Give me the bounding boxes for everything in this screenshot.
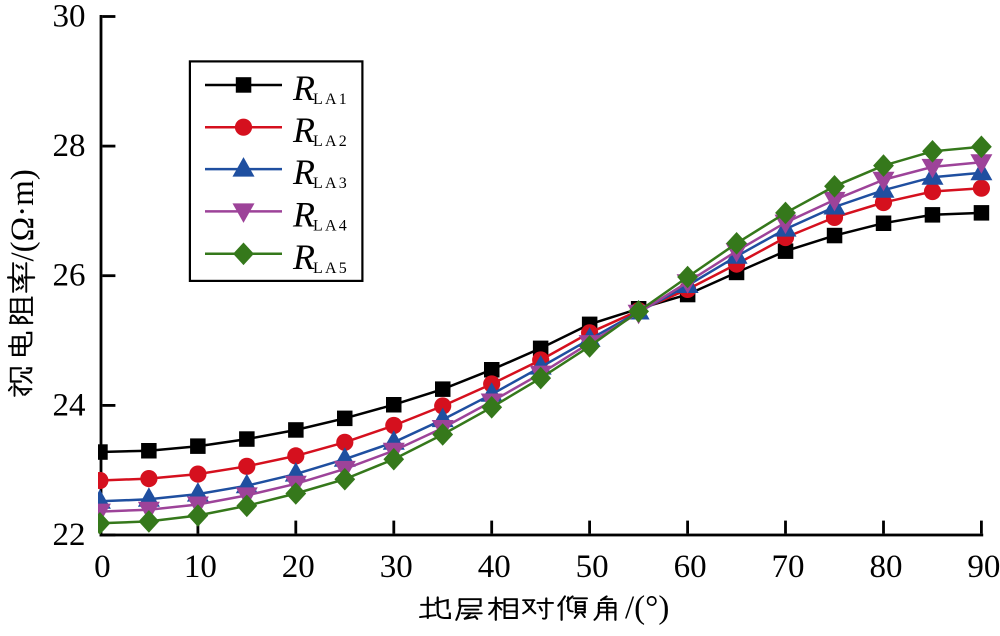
svg-text:10: 10 [184,549,217,585]
svg-text:LA3: LA3 [313,175,349,192]
svg-text:/(Ω·m): /(Ω·m) [5,169,41,261]
svg-text:0: 0 [94,549,111,585]
svg-text:50: 50 [576,549,609,585]
svg-text:22: 22 [53,517,86,553]
svg-text:/(°): /(°) [625,590,669,626]
svg-text:LA1: LA1 [313,91,349,108]
svg-text:24: 24 [53,387,86,423]
svg-text:60: 60 [674,549,707,585]
svg-text:LA2: LA2 [313,133,349,150]
svg-text:70: 70 [772,549,805,585]
svg-text:LA5: LA5 [313,260,349,277]
svg-text:28: 28 [53,128,86,164]
svg-text:R: R [292,152,315,192]
svg-text:R: R [292,68,315,108]
svg-text:R: R [292,194,315,234]
svg-text:30: 30 [53,0,86,35]
svg-text:90: 90 [967,549,1000,585]
svg-text:R: R [292,110,315,150]
svg-text:R: R [292,237,315,277]
svg-text:40: 40 [478,549,511,585]
svg-text:30: 30 [380,549,413,585]
svg-text:80: 80 [870,549,903,585]
svg-text:20: 20 [282,549,315,585]
svg-text:LA4: LA4 [313,217,349,234]
svg-text:26: 26 [53,258,86,294]
